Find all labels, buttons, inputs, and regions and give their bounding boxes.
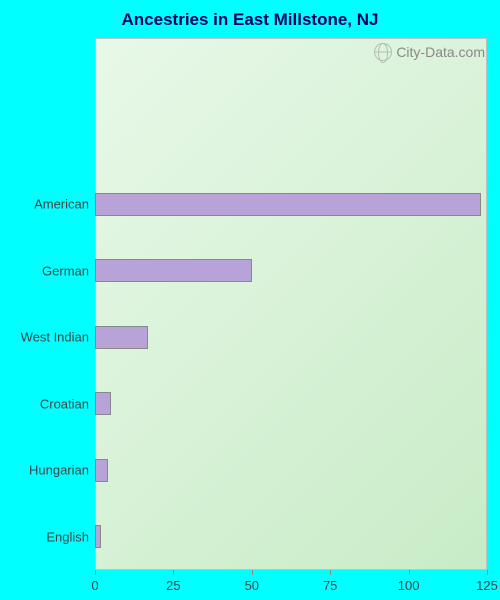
x-tick (487, 570, 488, 575)
plot-area (95, 38, 487, 570)
bar (95, 326, 148, 349)
x-tick (330, 570, 331, 575)
bar (95, 392, 111, 415)
bar (95, 459, 108, 482)
bar (95, 259, 252, 282)
x-axis-label: 25 (166, 578, 180, 593)
y-axis-label: Hungarian (29, 463, 89, 478)
x-tick (409, 570, 410, 575)
chart-container: Ancestries in East Millstone, NJ City-Da… (0, 0, 500, 600)
y-axis-label: Croatian (40, 396, 89, 411)
bar (95, 525, 101, 548)
x-tick (173, 570, 174, 575)
y-axis-label: West Indian (21, 330, 89, 345)
bar (95, 193, 481, 216)
x-axis-label: 75 (323, 578, 337, 593)
y-axis-label: English (46, 529, 89, 544)
chart-title: Ancestries in East Millstone, NJ (0, 10, 500, 30)
x-tick (95, 570, 96, 575)
y-axis-label: German (42, 263, 89, 278)
x-tick (252, 570, 253, 575)
x-axis-label: 100 (398, 578, 420, 593)
watermark-text: City-Data.com (396, 44, 485, 60)
x-axis-label: 50 (245, 578, 259, 593)
watermark: City-Data.com (374, 43, 485, 61)
x-axis-label: 0 (91, 578, 98, 593)
y-axis-label: American (34, 197, 89, 212)
x-axis-label: 125 (476, 578, 498, 593)
globe-icon (374, 43, 392, 61)
